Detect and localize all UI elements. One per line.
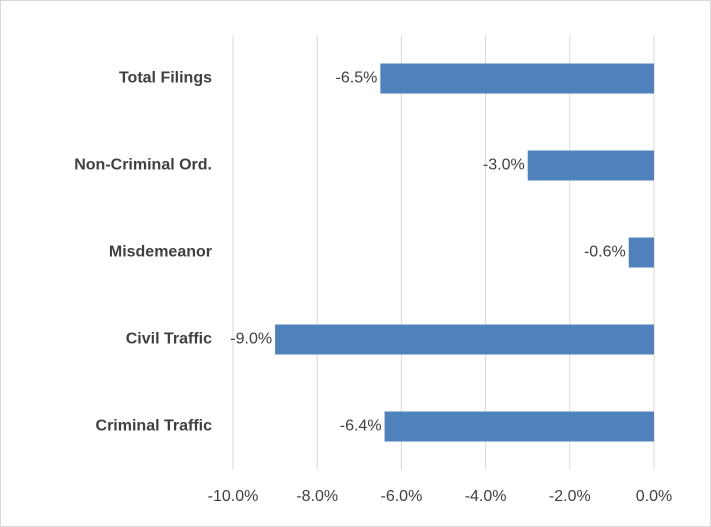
bar (384, 411, 654, 442)
x-tick-label: -6.0% (381, 488, 423, 505)
x-tick-label: -8.0% (296, 488, 338, 505)
x-tick-label: -10.0% (208, 488, 259, 505)
value-label: -9.0% (230, 331, 272, 348)
y-tick-label: Criminal Traffic (96, 418, 213, 435)
y-tick-label: Non-Criminal Ord. (74, 157, 212, 174)
bar (527, 150, 654, 181)
value-label: -3.0% (483, 157, 525, 174)
value-label: -0.6% (584, 244, 626, 261)
bar (628, 237, 654, 268)
x-tick-label: 0.0% (636, 488, 672, 505)
x-tick-label: -4.0% (465, 488, 507, 505)
bar (380, 63, 654, 94)
value-label: -6.4% (340, 418, 382, 435)
x-tick-label: -2.0% (549, 488, 591, 505)
y-tick-label: Civil Traffic (126, 331, 212, 348)
value-label: -6.5% (336, 70, 378, 87)
bar (275, 324, 654, 355)
y-tick-label: Misdemeanor (109, 244, 212, 261)
y-tick-label: Total Filings (119, 70, 212, 87)
